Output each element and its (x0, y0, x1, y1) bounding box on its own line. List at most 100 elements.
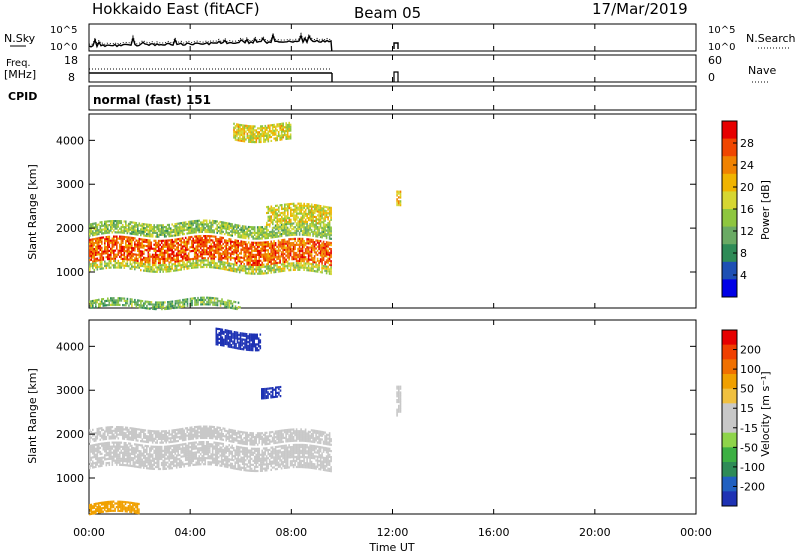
data-cell (120, 225, 123, 228)
data-cell (263, 138, 265, 141)
data-cell (277, 227, 280, 230)
data-cell (181, 223, 184, 226)
data-cell (195, 223, 197, 226)
power-cells (89, 121, 402, 311)
data-cell (280, 255, 283, 258)
data-cell (268, 256, 271, 260)
data-cell (297, 262, 299, 265)
data-cell (195, 261, 197, 265)
colorbar-segment (722, 279, 737, 298)
data-cell (126, 228, 129, 231)
data-cell (249, 138, 252, 141)
data-cell (99, 267, 102, 270)
data-cell (223, 253, 226, 256)
data-cell (275, 212, 277, 215)
data-cell (252, 125, 255, 128)
data-cell (275, 220, 277, 223)
data-cell (201, 447, 203, 450)
data-cell (201, 227, 203, 230)
data-cell (179, 301, 181, 304)
data-cell (274, 129, 277, 132)
data-cell (289, 250, 292, 253)
data-cell (157, 455, 160, 459)
data-cell (186, 228, 188, 231)
data-cell (292, 216, 295, 219)
data-cell (321, 248, 323, 251)
data-cell (162, 255, 164, 258)
data-cell (105, 462, 108, 465)
data-cell (241, 260, 244, 263)
data-cell (96, 453, 99, 456)
data-cell (162, 251, 164, 254)
data-cell (220, 256, 223, 259)
data-cell (238, 234, 241, 237)
data-cell (95, 457, 97, 460)
data-cell (272, 213, 274, 216)
data-cell (246, 227, 248, 230)
data-cell (288, 258, 290, 261)
data-cell (229, 240, 232, 243)
data-cell (192, 241, 194, 244)
data-cell (187, 442, 190, 445)
data-cell (89, 300, 91, 303)
data-cell (217, 452, 220, 455)
data-cell (241, 458, 244, 461)
data-cell (282, 213, 285, 216)
data-cell (239, 131, 241, 134)
data-cell (295, 264, 298, 267)
data-cell (196, 223, 199, 226)
data-cell (240, 468, 242, 471)
data-cell (240, 137, 243, 140)
data-cell (226, 233, 229, 236)
data-cell (141, 238, 144, 241)
data-cell (247, 270, 250, 273)
data-cell (108, 266, 111, 269)
data-cell (237, 260, 239, 263)
data-cell (138, 466, 141, 469)
data-cell (289, 264, 292, 267)
data-cell (138, 443, 141, 447)
data-cell (172, 250, 175, 253)
data-cell (264, 259, 266, 262)
data-cell (294, 220, 296, 223)
data-cell (101, 456, 103, 459)
data-cell (216, 301, 219, 305)
data-cell (111, 221, 114, 225)
data-cell (261, 231, 263, 234)
data-cell (134, 227, 136, 230)
data-cell (210, 443, 212, 446)
data-cell (243, 124, 246, 127)
data-cell (291, 258, 293, 261)
data-cell (255, 129, 258, 132)
data-cell (131, 248, 133, 252)
data-cell (258, 449, 260, 452)
data-cell (298, 206, 301, 209)
data-cell (267, 233, 269, 236)
data-cell (297, 208, 299, 211)
data-cell (204, 303, 207, 306)
data-cell (122, 447, 124, 450)
data-cell (233, 136, 235, 139)
data-cell (108, 445, 111, 448)
data-cell (160, 251, 163, 255)
data-cell (274, 264, 277, 267)
data-cell (220, 263, 223, 266)
colorbar-tick-label: 28 (740, 137, 754, 150)
data-cell (219, 302, 222, 305)
data-cell (117, 249, 120, 252)
data-cell (192, 243, 194, 246)
data-cell (195, 239, 197, 242)
data-cell (205, 247, 208, 250)
data-cell (149, 231, 151, 234)
data-cell (217, 442, 220, 445)
data-cell (98, 232, 100, 236)
data-cell (250, 257, 253, 260)
data-cell (171, 302, 174, 305)
data-cell (128, 458, 130, 461)
data-cell (274, 127, 277, 130)
data-cell (288, 254, 290, 257)
data-cell (399, 202, 402, 205)
data-cell (213, 241, 215, 244)
data-cell (95, 301, 97, 304)
data-cell (187, 446, 190, 449)
